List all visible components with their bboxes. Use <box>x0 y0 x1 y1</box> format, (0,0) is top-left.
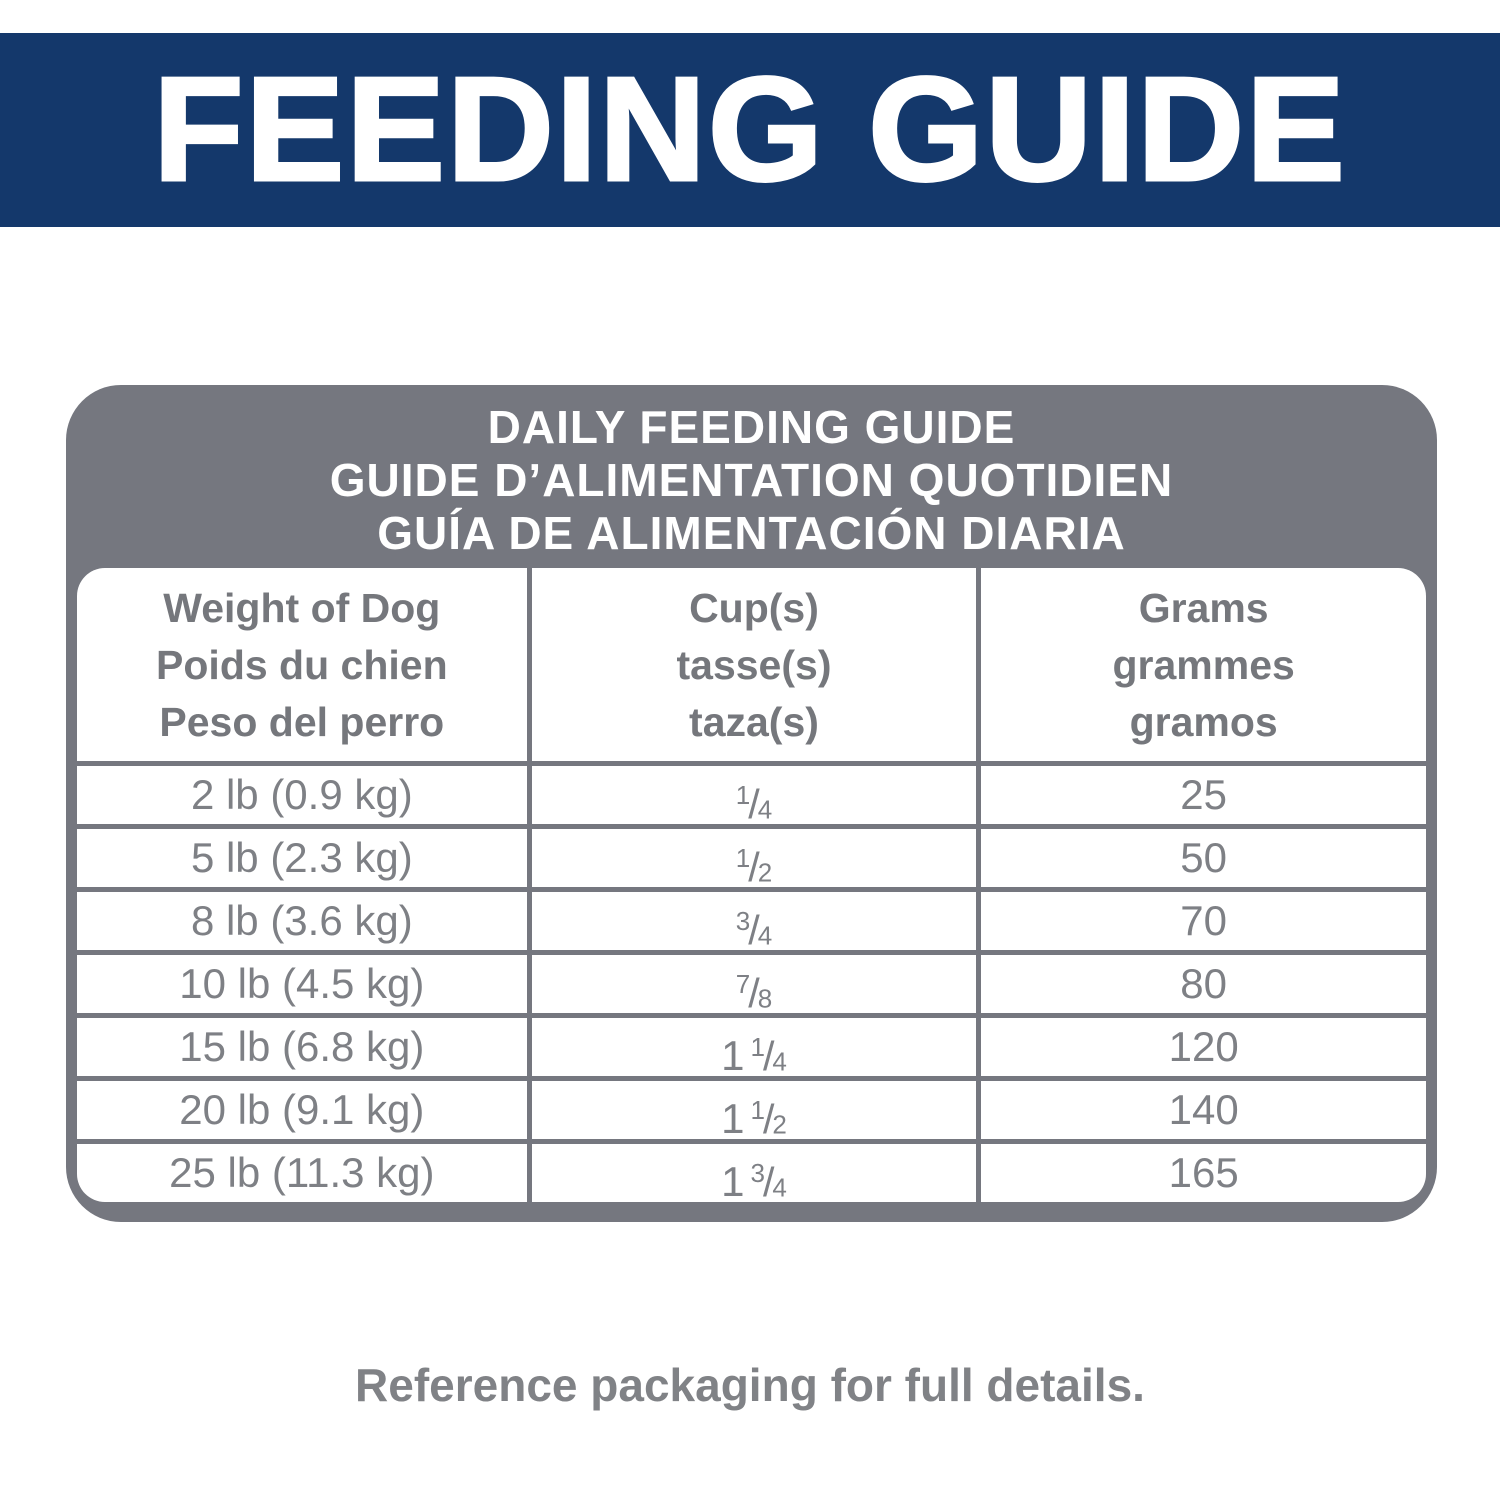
weight-cell: 25 lb (11.3 kg) <box>169 1149 435 1196</box>
weight-cell: 2 lb (0.9 kg) <box>190 771 413 818</box>
column-header-cups-fr: tasse(s) <box>676 642 832 688</box>
grams-cell: 165 <box>976 1144 1426 1202</box>
cups-cell: 1/2 <box>526 829 977 890</box>
cups-cell: 1/4 <box>526 766 977 827</box>
column-header-grams: Grams grammes gramos <box>976 568 1426 761</box>
column-header-grams-es: gramos <box>1129 699 1278 745</box>
weight-cell: 5 lb (2.3 kg) <box>190 834 413 881</box>
weight-cell: 20 lb (9.1 kg) <box>179 1086 425 1133</box>
card-title-line-fr: GUIDE D’ALIMENTATION QUOTIDIEN <box>329 454 1174 506</box>
cups-cell: 3/4 <box>526 892 977 953</box>
weight-cell: 15 lb (6.8 kg) <box>179 1023 425 1070</box>
grams-cell: 70 <box>976 892 1426 950</box>
grams-cell: 80 <box>976 955 1426 1013</box>
column-header-weight: Weight of Dog Poids du chien Peso del pe… <box>77 568 527 761</box>
table-row: 10 lb (4.5 kg) 7/8 80 <box>77 950 1426 1016</box>
weight-cell: 8 lb (3.6 kg) <box>190 897 413 944</box>
cups-cell: 1 1/2 <box>526 1081 977 1142</box>
table-row: 15 lb (6.8 kg) 1 1/4 120 <box>77 1013 1426 1079</box>
card-title-line-en: DAILY FEEDING GUIDE <box>487 401 1016 453</box>
cups-cell: 1 1/4 <box>526 1018 977 1079</box>
banner-title: FEEDING GUIDE <box>152 47 1347 212</box>
daily-feeding-guide-card: DAILY FEEDING GUIDE GUIDE D’ALIMENTATION… <box>66 385 1437 1222</box>
column-header-cups-es: taza(s) <box>689 699 819 745</box>
feeding-guide-banner: FEEDING GUIDE <box>0 33 1500 227</box>
table-header-row: Weight of Dog Poids du chien Peso del pe… <box>77 568 1426 761</box>
card-title-line-es: GUÍA DE ALIMENTACIÓN DIARIA <box>377 507 1126 559</box>
column-header-weight-es: Peso del perro <box>159 699 445 745</box>
feeding-table: Weight of Dog Poids du chien Peso del pe… <box>77 568 1426 1202</box>
column-header-weight-en: Weight of Dog <box>163 585 441 631</box>
table-row: 20 lb (9.1 kg) 1 1/2 140 <box>77 1076 1426 1142</box>
table-row: 25 lb (11.3 kg) 1 3/4 165 <box>77 1139 1426 1202</box>
grams-cell: 50 <box>976 829 1426 887</box>
column-header-cups-en: Cup(s) <box>689 585 819 631</box>
grams-cell: 25 <box>976 766 1426 824</box>
table-row: 5 lb (2.3 kg) 1/2 50 <box>77 824 1426 890</box>
column-header-grams-en: Grams <box>1138 585 1269 631</box>
grams-cell: 140 <box>976 1081 1426 1139</box>
grams-cell: 120 <box>976 1018 1426 1076</box>
table-row: 8 lb (3.6 kg) 3/4 70 <box>77 887 1426 953</box>
column-header-weight-fr: Poids du chien <box>156 642 448 688</box>
column-header-grams-fr: grammes <box>1112 642 1295 688</box>
table-row: 2 lb (0.9 kg) 1/4 25 <box>77 761 1426 827</box>
weight-cell: 10 lb (4.5 kg) <box>179 960 425 1007</box>
card-title: DAILY FEEDING GUIDE GUIDE D’ALIMENTATION… <box>77 385 1426 568</box>
cups-cell: 1 3/4 <box>526 1144 977 1202</box>
footer-note: Reference packaging for full details. <box>355 1359 1145 1411</box>
cups-cell: 7/8 <box>526 955 977 1016</box>
column-header-cups: Cup(s) tasse(s) taza(s) <box>526 568 977 761</box>
